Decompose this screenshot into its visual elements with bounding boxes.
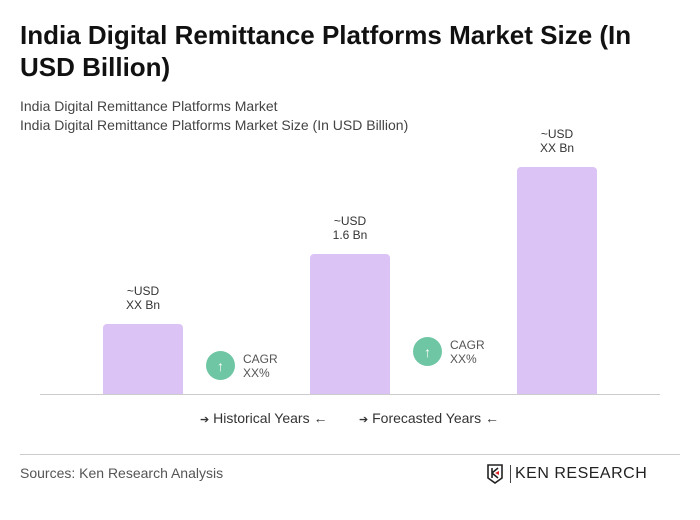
ken-logo-icon bbox=[487, 464, 503, 484]
subtitle: India Digital Remittance Platforms Marke… bbox=[20, 98, 278, 114]
bar-2 bbox=[310, 254, 390, 394]
arrow-right-icon: ➔ bbox=[200, 414, 210, 426]
cagr-value: XX% bbox=[450, 351, 477, 366]
cagr-label: CAGR bbox=[450, 337, 485, 352]
legend-forecasted: ➔ Forecasted Years ← bbox=[359, 410, 499, 426]
cagr-value: XX% bbox=[243, 365, 270, 380]
data-label: ~USD XX Bn bbox=[125, 284, 161, 312]
bar-1 bbox=[103, 324, 183, 394]
data-label: ~USD 1.6 Bn bbox=[332, 214, 368, 242]
bar-3 bbox=[517, 166, 597, 394]
data-label: ~USD XX Bn bbox=[539, 126, 575, 155]
cagr-badge-1: ↑ CAGR XX% bbox=[206, 351, 278, 380]
arrow-up-icon: ↑ bbox=[206, 351, 235, 380]
cagr-badge-2: ↑ CAGR XX% bbox=[413, 337, 485, 366]
x-axis bbox=[40, 394, 660, 395]
legend-label: Forecasted Years bbox=[372, 410, 482, 426]
arrow-up-icon: ↑ bbox=[413, 337, 442, 366]
sources: Sources: Ken Research Analysis bbox=[20, 465, 224, 481]
legend-label: Historical Years bbox=[213, 410, 310, 426]
legend-historical: ➔ Historical Years ← bbox=[200, 410, 328, 426]
logo-text: KEN RESEARCH bbox=[510, 465, 647, 483]
cagr-label: CAGR bbox=[243, 351, 278, 366]
ken-research-logo: KEN RESEARCH bbox=[486, 464, 647, 484]
subtitle-2: India Digital Remittance Platforms Marke… bbox=[20, 117, 409, 133]
arrow-left-icon: ← bbox=[313, 410, 328, 426]
arrow-left-icon: ← bbox=[484, 410, 499, 426]
chart-title: India Digital Remittance Platforms Marke… bbox=[20, 20, 632, 82]
arrow-right-icon: ➔ bbox=[359, 414, 369, 426]
divider bbox=[20, 454, 680, 455]
